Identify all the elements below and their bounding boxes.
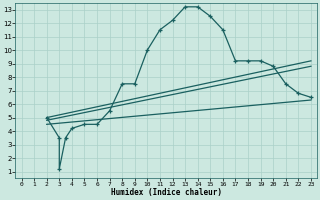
X-axis label: Humidex (Indice chaleur): Humidex (Indice chaleur)	[111, 188, 222, 197]
